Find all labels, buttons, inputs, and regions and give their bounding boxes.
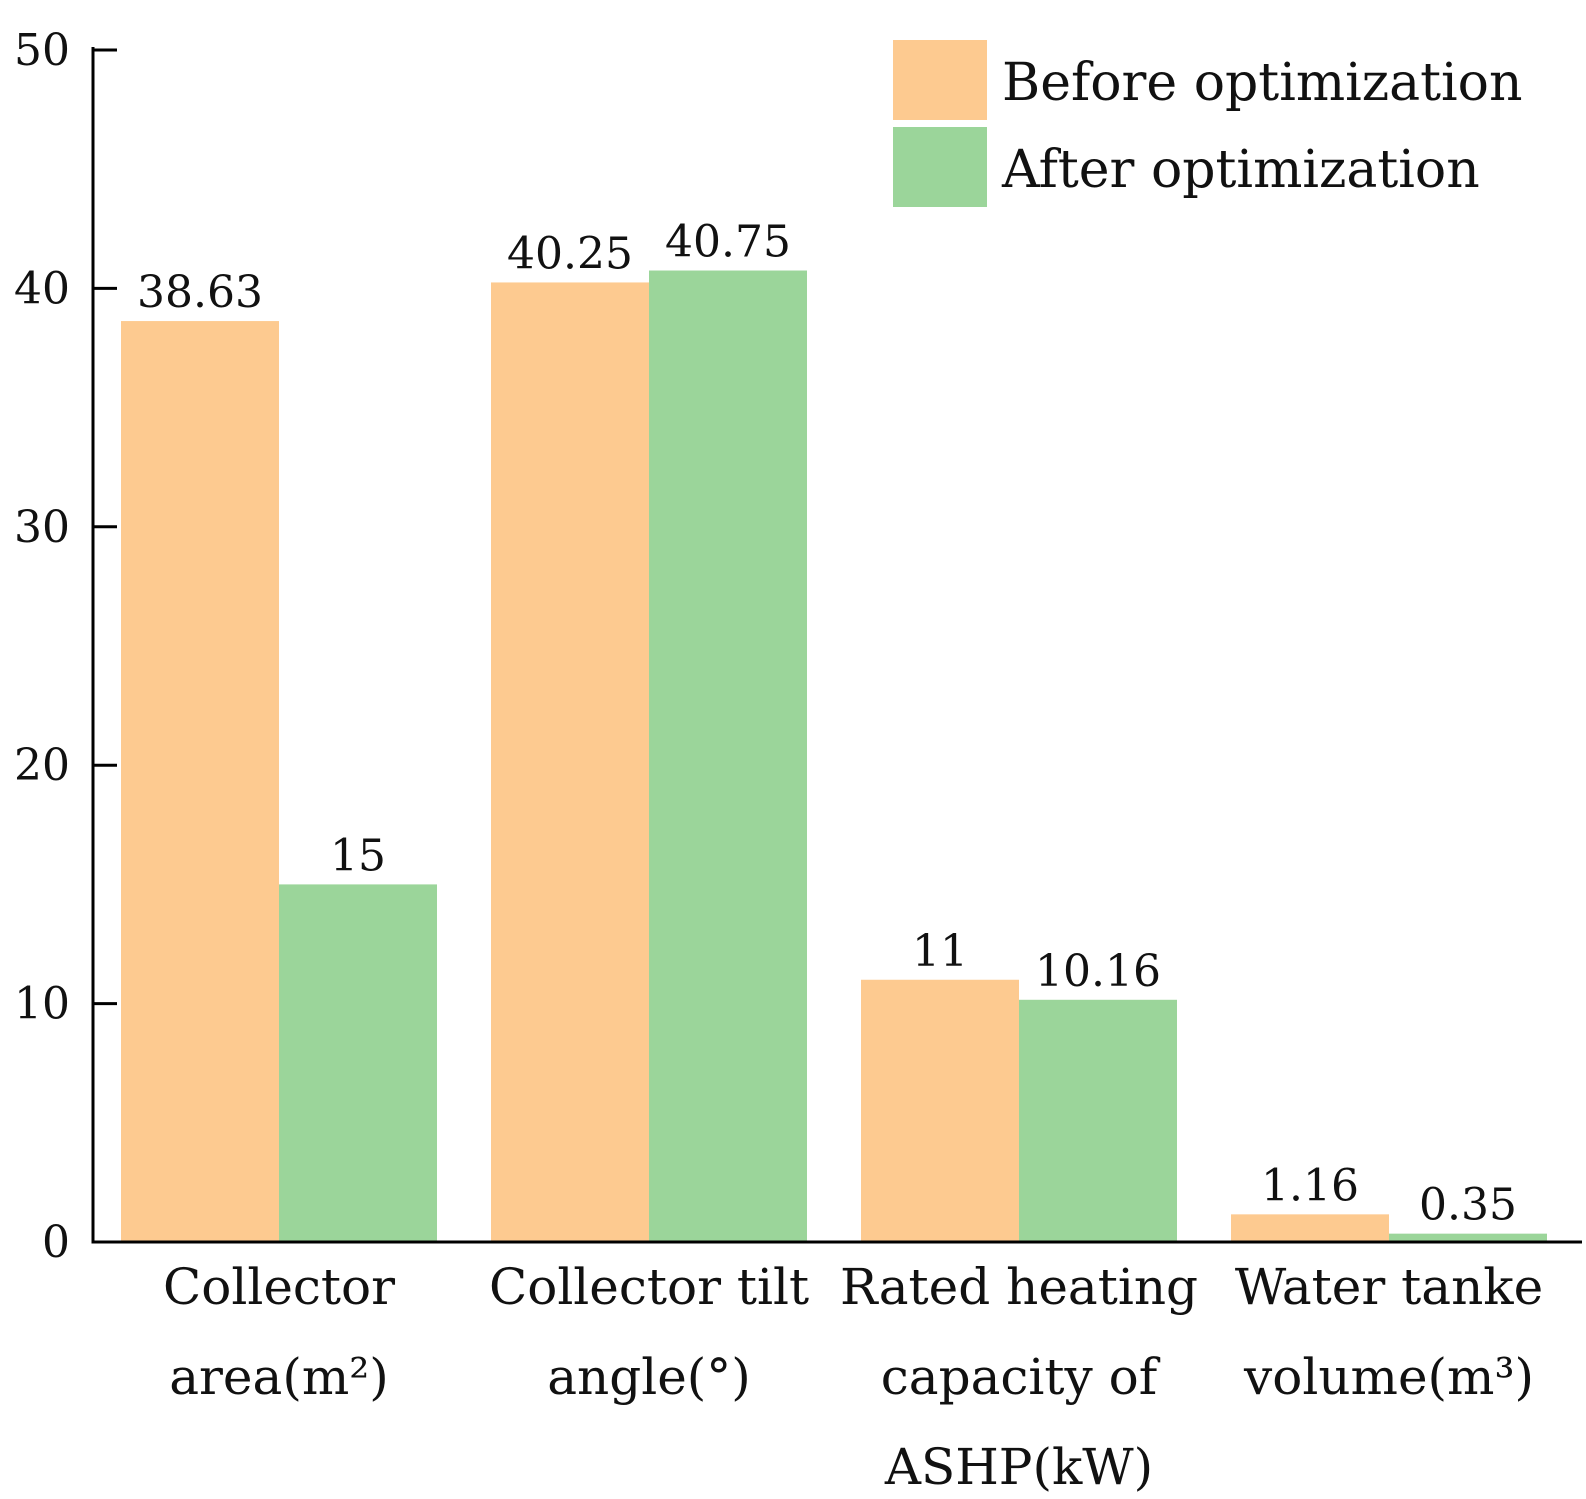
x-tick-label: Water tanke xyxy=(1235,1258,1543,1316)
x-tick-label: Collector xyxy=(163,1258,395,1316)
data-label: 40.75 xyxy=(665,217,791,268)
y-tick-label: 40 xyxy=(14,263,70,314)
y-tick-label: 0 xyxy=(42,1217,70,1268)
axes: 0 10 20 30 40 50 Collector area(m²) Collector ti… xyxy=(14,25,1582,1496)
y-tick-label: 10 xyxy=(14,979,70,1030)
legend-label: Before optimization xyxy=(1002,53,1522,113)
x-tick-label: capacity of xyxy=(881,1348,1161,1406)
legend: Before optimization After optimization xyxy=(893,40,1522,207)
data-label: 0.35 xyxy=(1419,1180,1517,1231)
bar-after-1 xyxy=(649,270,807,1242)
data-label: 38.63 xyxy=(137,267,263,318)
data-label: 1.16 xyxy=(1261,1160,1359,1211)
bar-before-3 xyxy=(1231,1214,1389,1242)
bar-after-3 xyxy=(1389,1233,1547,1242)
bar-after-0 xyxy=(279,884,437,1242)
bar-before-0 xyxy=(121,321,279,1242)
x-tick-label: angle(°) xyxy=(547,1348,751,1406)
y-tick-label: 30 xyxy=(14,502,70,553)
data-label: 11 xyxy=(912,926,968,977)
data-label: 15 xyxy=(330,830,386,881)
x-tick-label: ASHP(kW) xyxy=(884,1438,1153,1496)
data-label: 10.16 xyxy=(1035,946,1161,997)
data-label: 40.25 xyxy=(507,228,633,279)
y-tick-label: 50 xyxy=(14,25,70,76)
x-tick-label: Rated heating xyxy=(840,1258,1198,1316)
bar-before-1 xyxy=(491,282,649,1242)
bar-after-2 xyxy=(1019,999,1177,1242)
legend-label: After optimization xyxy=(1001,140,1480,200)
y-tick-label: 20 xyxy=(14,740,70,791)
plot-area: 38.63 40.25 11 1.16 15 40.75 10.16 0.35 xyxy=(121,217,1547,1242)
x-tick-label: volume(m³) xyxy=(1243,1348,1534,1406)
x-tick-label: Collector tilt xyxy=(489,1258,809,1316)
legend-swatch-after xyxy=(893,127,987,207)
legend-swatch-before xyxy=(893,40,987,120)
bar-before-2 xyxy=(861,979,1019,1242)
x-tick-label: area(m²) xyxy=(169,1348,389,1406)
